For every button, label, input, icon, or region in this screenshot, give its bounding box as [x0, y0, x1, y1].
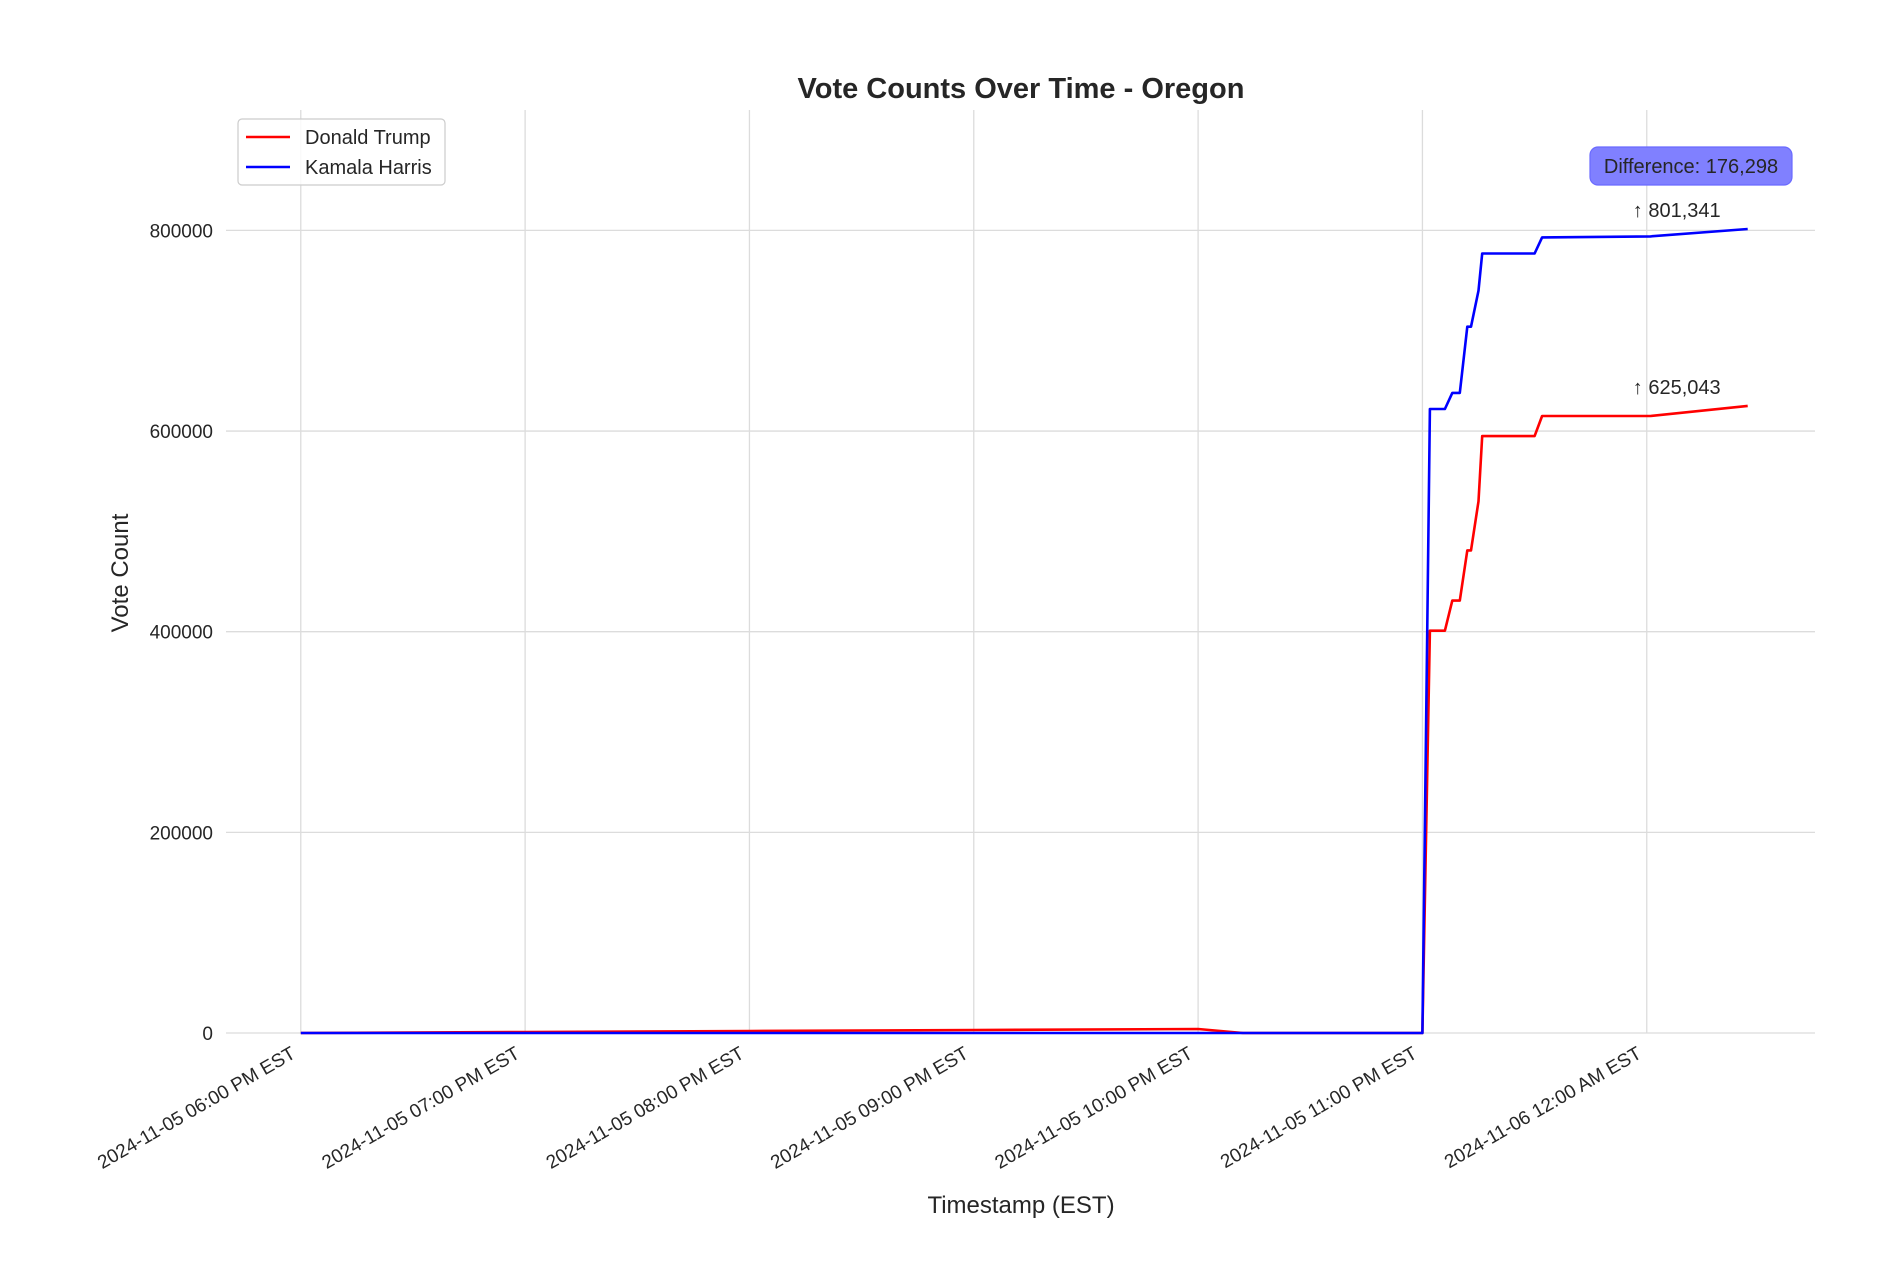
x-tick-label: 2024-11-05 10:00 PM EST — [992, 1043, 1197, 1174]
x-axis-title: Timestamp (EST) — [927, 1192, 1114, 1219]
legend: Donald Trump Kamala Harris — [238, 119, 445, 185]
x-tick-label: 2024-11-05 09:00 PM EST — [767, 1043, 972, 1174]
grid-lines — [226, 110, 1815, 1033]
y-tick-label: 200000 — [150, 823, 213, 844]
legend-label: Kamala Harris — [305, 157, 432, 179]
y-tick-label: 800000 — [150, 221, 213, 242]
series-lines — [301, 229, 1748, 1033]
x-tick-label: 2024-11-05 08:00 PM EST — [543, 1043, 748, 1174]
y-tick-label: 0 — [202, 1024, 213, 1045]
x-tick-label: 2024-11-06 12:00 AM EST — [1441, 1043, 1645, 1173]
end-value-label: ↑ 625,043 — [1633, 377, 1721, 399]
legend-label: Donald Trump — [305, 127, 431, 149]
difference-label: Difference: 176,298 — [1604, 156, 1778, 178]
chart-title: Vote Counts Over Time - Oregon — [798, 73, 1245, 105]
y-axis-tick-labels: 0 200000 400000 600000 800000 — [150, 221, 213, 1045]
x-tick-label: 2024-11-05 06:00 PM EST — [94, 1043, 299, 1174]
x-axis-tick-labels: 2024-11-05 06:00 PM EST 2024-11-05 07:00 … — [94, 1043, 1645, 1174]
y-tick-label: 400000 — [150, 623, 213, 644]
series-line — [301, 229, 1748, 1033]
y-tick-label: 600000 — [150, 422, 213, 443]
series-line — [301, 406, 1748, 1033]
x-tick-label: 2024-11-05 07:00 PM EST — [319, 1043, 524, 1174]
x-tick-label: 2024-11-05 11:00 PM EST — [1217, 1043, 1421, 1173]
annotations: ↑ 801,341 ↑ 625,043 Difference: 176,298 — [1590, 147, 1792, 399]
end-value-label: ↑ 801,341 — [1633, 200, 1721, 222]
y-axis-title: Vote Count — [107, 513, 134, 632]
